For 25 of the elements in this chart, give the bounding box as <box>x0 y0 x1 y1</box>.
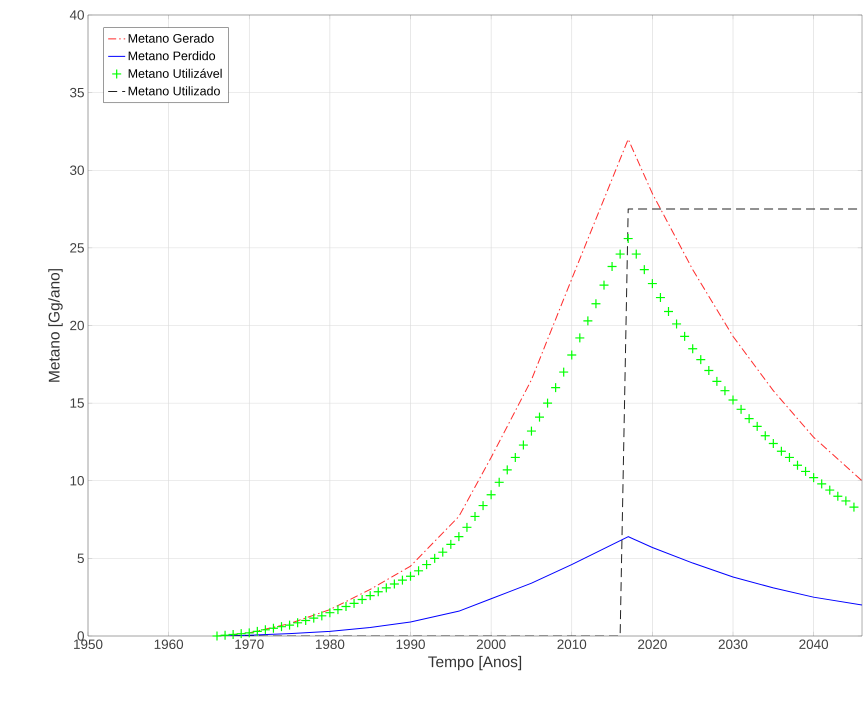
x-tick-label: 2020 <box>638 640 667 650</box>
x-tick-label: 1980 <box>316 640 344 650</box>
x-tick-label: 2040 <box>799 640 828 650</box>
x-tick-label: 1990 <box>396 640 425 650</box>
x-tick-label: 2000 <box>476 640 506 650</box>
legend-label: Metano Gerado <box>128 34 214 43</box>
x-tick-label: 2030 <box>718 640 748 650</box>
y-tick-label: 35 <box>70 88 84 98</box>
legend-label: Metano Utilizável <box>128 68 222 78</box>
y-tick-label: 15 <box>70 398 84 408</box>
y-tick-label: 10 <box>70 476 84 486</box>
y-tick-label: 40 <box>70 10 84 20</box>
y-tick-label: 0 <box>78 631 84 641</box>
legend-label: Metano Utilizado <box>128 86 220 96</box>
y-tick-label: 25 <box>70 243 84 253</box>
x-tick-label: 1970 <box>235 640 264 650</box>
y-tick-label: 5 <box>78 554 84 564</box>
y-tick-label: 30 <box>70 165 84 175</box>
x-tick-label: 1960 <box>154 640 184 650</box>
x-tick-label: 2010 <box>557 640 586 650</box>
y-axis-title: Metano [Gg/ano] <box>48 269 63 382</box>
y-tick-label: 20 <box>70 320 84 330</box>
x-axis-title: Tempo [Anos] <box>428 656 522 670</box>
legend-label: Metano Perdido <box>128 51 216 60</box>
x-tick-label: 1950 <box>74 640 102 650</box>
